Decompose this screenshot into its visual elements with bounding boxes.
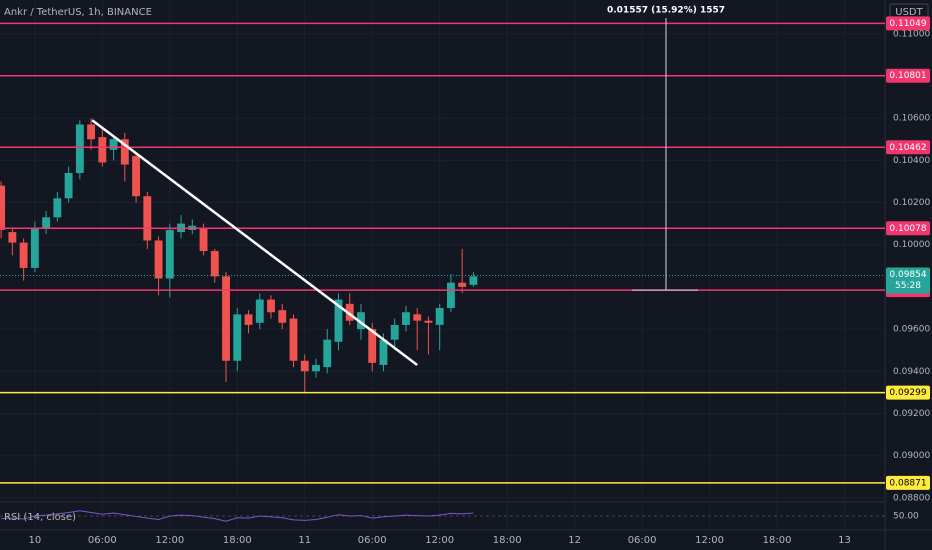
candle-body: [0, 185, 6, 230]
y-tick-label: 0.09400: [893, 367, 930, 377]
x-tick-label: 12:00: [425, 535, 454, 546]
candle-body: [323, 339, 332, 368]
candle-body: [424, 320, 433, 323]
candle-body: [312, 364, 320, 372]
level-label-box: [886, 68, 930, 83]
candle-body: [75, 124, 84, 173]
candle-body: [435, 308, 444, 325]
y-tick-label: 0.10600: [893, 114, 930, 124]
measure-annotation: 0.01557 (15.92%) 1557: [607, 6, 725, 16]
candle-body: [458, 282, 467, 287]
y-tick-label: 0.10000: [893, 240, 930, 250]
candle-body: [390, 324, 399, 340]
candle-body: [30, 227, 39, 268]
x-tick-label: 13: [838, 535, 851, 546]
x-tick-label: 18:00: [763, 535, 792, 546]
level-label-box: [886, 221, 930, 236]
candle-body: [255, 299, 264, 323]
candle-body: [345, 303, 354, 321]
level-label: 0.08871: [889, 478, 926, 488]
candle-body: [244, 314, 253, 325]
candle-body: [64, 172, 73, 199]
level-label-box: [886, 140, 930, 155]
level-label: 0.11049: [889, 19, 926, 29]
level-label-box: [886, 16, 930, 31]
candle-body: [469, 276, 478, 285]
y-tick-label: 0.09000: [893, 451, 930, 461]
candle-body: [210, 251, 219, 277]
x-tick-label: 12:00: [695, 535, 724, 546]
rsi-line: [1, 510, 474, 522]
current-price-box: [886, 267, 930, 294]
candle-body: [53, 198, 62, 218]
x-tick-label: 11: [298, 535, 311, 546]
x-tick-label: 06:00: [88, 535, 117, 546]
candle-body: [143, 196, 152, 241]
candle-body: [334, 299, 343, 342]
marks: [0, 118, 478, 393]
y-tick-label: 0.11000: [893, 29, 930, 39]
x-tick-label: 12:00: [155, 535, 184, 546]
candle-body: [379, 339, 388, 365]
chart-title: Ankr / TetherUS, 1h, BINANCE: [4, 7, 152, 18]
candle-body: [278, 310, 287, 323]
y-tick-label: 0.09200: [893, 409, 930, 419]
candle-body: [154, 240, 163, 279]
countdown: 55:28: [895, 281, 921, 291]
candle-body: [120, 139, 129, 165]
candle-body: [289, 318, 298, 361]
current-price: 0.09854: [889, 270, 926, 280]
level-label: 0.10462: [889, 143, 926, 153]
y-tick-label: 0.10400: [893, 156, 930, 166]
candle-body: [222, 276, 230, 361]
x-tick-label: 12: [568, 535, 581, 546]
currency[interactable]: USDT: [895, 7, 923, 18]
rsi-label: RSI (14, close): [4, 512, 76, 523]
candle-body: [8, 232, 17, 243]
candle-body: [368, 329, 377, 363]
x-tick-label: 10: [28, 535, 41, 546]
level-label: 0.10801: [889, 71, 926, 81]
x-tick-label: 06:00: [628, 535, 657, 546]
level-label: 0.10078: [889, 224, 926, 234]
candle-body: [19, 242, 28, 268]
candle-body: [98, 137, 107, 163]
candle-body: [446, 282, 455, 309]
candle-body: [199, 227, 208, 252]
rsi-level-label: 50.00: [893, 512, 919, 522]
candle-body: [300, 360, 309, 372]
level-label-box: [886, 475, 930, 490]
x-tick-label: 18:00: [493, 535, 522, 546]
x-tick-label: 06:00: [358, 535, 387, 546]
candle-body: [109, 139, 118, 150]
candle-body: [42, 217, 51, 228]
candle-body: [233, 314, 242, 361]
y-tick-label: 0.08800: [893, 493, 930, 503]
candle-body: [357, 312, 365, 330]
y-tick-label: 0.09600: [893, 325, 930, 335]
trendline: [91, 119, 418, 366]
candle-body: [402, 312, 410, 325]
level-label-box: [886, 385, 930, 400]
candle-body: [267, 299, 275, 313]
overlay: [0, 18, 885, 522]
candle-body: [132, 156, 141, 197]
candle-body: [413, 314, 422, 321]
level-label: 0.09299: [889, 388, 926, 398]
candle-body: [87, 124, 96, 140]
candle-body: [165, 229, 174, 279]
y-tick-label: 0.10200: [893, 198, 930, 208]
x-tick-label: 18:00: [223, 535, 252, 546]
